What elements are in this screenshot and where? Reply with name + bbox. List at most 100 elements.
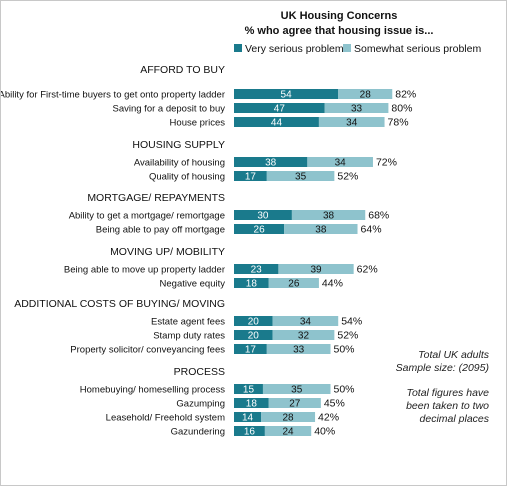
row-label: Stamp duty rates xyxy=(153,331,225,342)
bar-very-serious xyxy=(234,426,265,436)
total-label: 44% xyxy=(322,278,343,290)
total-label: 72% xyxy=(376,157,397,169)
bar-somewhat-serious xyxy=(291,210,366,220)
total-label: 82% xyxy=(395,89,416,101)
total-label: 50% xyxy=(334,344,355,356)
sample-note: Total UK adults Sample size: (2095) xyxy=(331,349,489,375)
row-label: Negative equity xyxy=(160,279,226,290)
value-label-somewhat-serious: 38 xyxy=(323,211,335,222)
value-label-very-serious: 54 xyxy=(281,90,293,101)
value-label-somewhat-serious: 34 xyxy=(346,118,358,129)
value-label-very-serious: 20 xyxy=(248,331,260,342)
row-label: Gazundering xyxy=(171,427,225,438)
value-label-very-serious: 14 xyxy=(242,413,254,424)
total-label: 64% xyxy=(361,224,382,236)
value-label-somewhat-serious: 38 xyxy=(315,225,327,236)
rounding-note: Total figures have been taken to two dec… xyxy=(331,387,489,426)
bar-somewhat-serious xyxy=(268,278,319,288)
total-label: 54% xyxy=(341,316,362,328)
bar-very-serious xyxy=(234,264,279,274)
bar-somewhat-serious xyxy=(272,330,335,340)
value-label-very-serious: 26 xyxy=(254,225,266,236)
value-label-very-serious: 17 xyxy=(245,345,257,356)
bar-somewhat-serious xyxy=(284,224,358,234)
bar-very-serious xyxy=(234,89,339,99)
value-label-very-serious: 47 xyxy=(274,104,286,115)
bar-very-serious xyxy=(234,278,269,288)
value-label-very-serious: 17 xyxy=(245,172,257,183)
value-label-very-serious: 15 xyxy=(243,385,255,396)
value-label-somewhat-serious: 34 xyxy=(300,317,312,328)
sample-note-line-2: Sample size: (2095) xyxy=(395,362,489,374)
value-label-very-serious: 30 xyxy=(257,211,269,222)
bar-somewhat-serious xyxy=(272,316,339,326)
row-label: Estate agent fees xyxy=(151,317,225,328)
value-label-somewhat-serious: 32 xyxy=(298,331,310,342)
group-heading: ADDITIONAL COSTS OF BUYING/ MOVING xyxy=(14,298,225,310)
value-label-somewhat-serious: 33 xyxy=(293,345,305,356)
bar-somewhat-serious xyxy=(324,103,389,113)
row-label: Gazumping xyxy=(176,399,225,410)
bar-very-serious xyxy=(234,330,273,340)
row-label: Homebuying/ homeselling process xyxy=(80,385,225,396)
total-label: 40% xyxy=(314,426,335,438)
group-heading: AFFORD TO BUY xyxy=(140,64,225,76)
value-label-somewhat-serious: 24 xyxy=(282,427,294,438)
rounding-note-line-2: been taken to two xyxy=(406,400,489,412)
value-label-somewhat-serious: 35 xyxy=(291,385,303,396)
value-label-somewhat-serious: 27 xyxy=(289,399,301,410)
value-label-very-serious: 18 xyxy=(246,399,258,410)
row-label: Ability to get a mortgage/ remortgage xyxy=(69,211,225,222)
total-label: 80% xyxy=(391,103,412,115)
value-label-somewhat-serious: 34 xyxy=(335,158,347,169)
value-label-somewhat-serious: 28 xyxy=(360,90,372,101)
legend-label-2: Somewhat serious problem xyxy=(354,43,481,55)
row-label: Leasehold/ Freehold system xyxy=(106,413,225,424)
chart-subtitle: % who agree that housing issue is... xyxy=(245,25,434,37)
row-label: Being able to move up property ladder xyxy=(64,265,225,276)
value-label-somewhat-serious: 39 xyxy=(310,265,322,276)
row-label: Saving for a deposit to buy xyxy=(113,104,226,115)
value-label-somewhat-serious: 35 xyxy=(295,172,307,183)
value-label-very-serious: 44 xyxy=(271,118,283,129)
bar-very-serious xyxy=(234,398,269,408)
row-label: Ability for First-time buyers to get ont… xyxy=(1,90,225,101)
value-label-very-serious: 16 xyxy=(244,427,256,438)
bar-very-serious xyxy=(234,210,292,220)
bar-very-serious xyxy=(234,412,262,422)
legend-label-1: Very serious problem xyxy=(245,43,344,55)
bar-somewhat-serious xyxy=(261,412,316,422)
value-label-very-serious: 23 xyxy=(251,265,263,276)
total-label: 45% xyxy=(324,398,345,410)
sample-note-line-1: Total UK adults xyxy=(418,349,489,361)
bar-somewhat-serious xyxy=(278,264,354,274)
group-heading: MORTGAGE/ REPAYMENTS xyxy=(87,192,225,204)
bar-somewhat-serious xyxy=(266,171,335,181)
row-label: Availability of housing xyxy=(134,158,225,169)
chart-title: UK Housing Concerns xyxy=(281,10,398,22)
row-label: Being able to pay off mortgage xyxy=(96,225,225,236)
bar-somewhat-serious xyxy=(262,384,331,394)
value-label-somewhat-serious: 33 xyxy=(351,104,363,115)
row-label: Property solicitor/ conveyancing fees xyxy=(70,345,225,356)
row-label: Quality of housing xyxy=(149,172,225,183)
total-label: 68% xyxy=(368,210,389,222)
value-label-very-serious: 38 xyxy=(265,158,277,169)
total-label: 50% xyxy=(334,384,355,396)
value-label-very-serious: 20 xyxy=(248,317,260,328)
value-label-somewhat-serious: 26 xyxy=(288,279,300,290)
bar-very-serious xyxy=(234,157,308,167)
value-label-somewhat-serious: 28 xyxy=(282,413,294,424)
rounding-note-line-3: decimal places xyxy=(419,413,489,425)
row-label: House prices xyxy=(170,118,226,129)
total-label: 52% xyxy=(337,171,358,183)
total-label: 42% xyxy=(318,412,339,424)
bar-very-serious xyxy=(234,103,325,113)
legend-swatch-1 xyxy=(234,44,242,52)
bar-somewhat-serious xyxy=(318,117,385,127)
bar-very-serious xyxy=(234,171,267,181)
bar-somewhat-serious xyxy=(266,344,331,354)
bar-very-serious xyxy=(234,316,273,326)
